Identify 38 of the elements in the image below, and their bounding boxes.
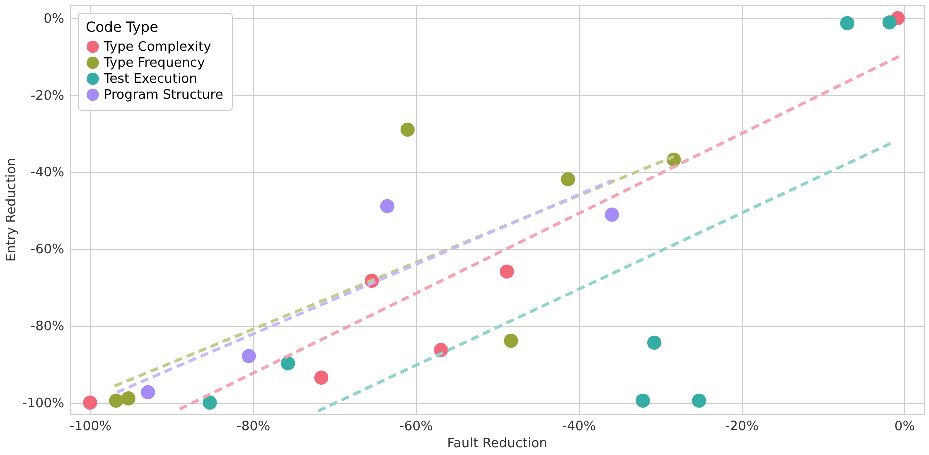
- point: [882, 16, 897, 30]
- x-tick-label: -100%: [70, 420, 112, 434]
- point: [141, 385, 156, 400]
- point: [400, 122, 415, 137]
- y-tick-label: -20%: [30, 88, 64, 104]
- point: [380, 199, 395, 214]
- x-tick-label: -40%: [562, 420, 596, 434]
- point: [281, 356, 296, 371]
- point: [504, 334, 518, 348]
- y-tick-label: 0%: [44, 12, 64, 27]
- y-tick-label: -100%: [22, 396, 64, 412]
- y-tick-label: -40%: [30, 166, 64, 181]
- x-tick-label: -80%: [236, 420, 270, 434]
- point: [109, 394, 124, 408]
- x-axis-title: Fault Reduction: [447, 436, 548, 452]
- point: [636, 394, 650, 408]
- point: [605, 208, 620, 222]
- legend-title: Code Type: [86, 20, 158, 36]
- y-tick-label: -80%: [30, 319, 64, 334]
- x-tick-label: -20%: [725, 420, 759, 434]
- y-tick-label: -60%: [30, 242, 64, 258]
- legend-label: Program Structure: [104, 88, 224, 103]
- legend-label: Test Execution: [103, 72, 198, 87]
- point: [83, 396, 98, 410]
- point: [692, 394, 706, 408]
- point: [314, 370, 329, 385]
- x-tick-label: -60%: [400, 420, 434, 434]
- legend-label: Type Frequency: [103, 56, 206, 71]
- point: [202, 396, 218, 410]
- x-tick-label: 0%: [894, 420, 916, 434]
- point: [647, 336, 662, 350]
- point: [500, 264, 514, 279]
- point: [122, 392, 136, 406]
- legend-label: Type Complexity: [103, 40, 212, 55]
- point: [840, 16, 855, 31]
- point: [561, 172, 576, 187]
- y-axis-title: Entry Reduction: [4, 158, 20, 262]
- point: [242, 349, 256, 364]
